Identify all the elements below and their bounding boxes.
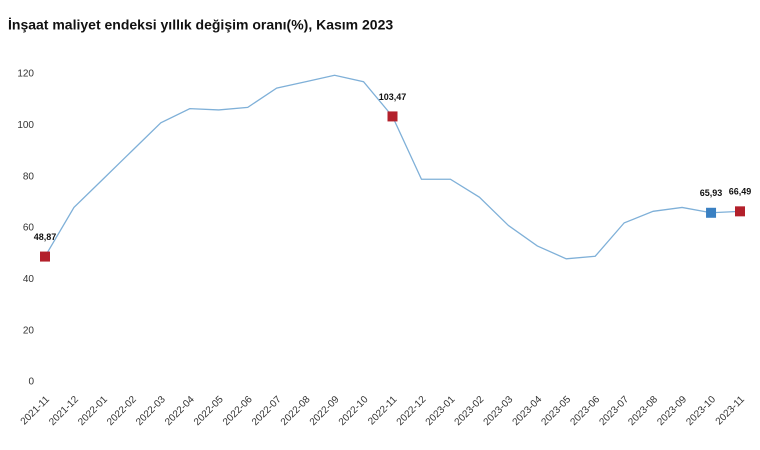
y-tick-label: 80: [23, 171, 35, 182]
x-tick-label: 2022-11: [366, 394, 400, 428]
x-tick-label: 2022-04: [163, 394, 197, 428]
value-label: 66,49: [729, 187, 752, 197]
x-tick-label: 2022-08: [279, 394, 313, 428]
point-marker: [706, 207, 717, 218]
x-tick-label: 2023-03: [482, 394, 516, 428]
x-tick-label: 2022-01: [76, 394, 110, 428]
y-tick-label: 60: [23, 223, 35, 234]
x-tick-label: 2022-02: [105, 394, 139, 428]
x-tick-label: 2021-11: [19, 394, 53, 428]
point-marker: [40, 251, 50, 262]
chart-title: İnşaat maliyet endeksi yıllık değişim or…: [8, 17, 393, 33]
value-label: 103,47: [379, 92, 407, 102]
x-tick-label: 2023-01: [424, 394, 458, 428]
value-label: 65,93: [700, 188, 723, 198]
y-tick-label: 120: [17, 69, 34, 80]
x-tick-label: 2023-08: [626, 394, 660, 428]
x-tick-label: 2023-04: [511, 394, 545, 428]
point-marker: [735, 206, 745, 217]
x-tick-label: 2023-09: [655, 394, 689, 428]
x-tick-label: 2022-10: [337, 394, 371, 428]
value-label: 48,87: [34, 232, 57, 242]
y-tick-label: 20: [23, 325, 35, 336]
y-tick-label: 0: [28, 377, 34, 388]
x-tick-label: 2023-06: [568, 394, 602, 428]
y-tick-label: 40: [23, 274, 35, 285]
x-tick-label: 2022-05: [192, 394, 226, 428]
series-line: [44, 74, 741, 260]
x-tick-label: 2022-12: [395, 394, 429, 428]
x-tick-label: 2023-02: [453, 394, 487, 428]
x-tick-label: 2023-11: [714, 394, 748, 428]
x-tick-label: 2021-12: [47, 394, 81, 428]
x-tick-label: 2022-07: [250, 394, 284, 428]
point-marker: [387, 111, 398, 122]
x-tick-label: 2022-09: [308, 394, 342, 428]
y-tick-label: 100: [17, 120, 34, 131]
x-tick-label: 2022-03: [134, 394, 168, 428]
x-tick-label: 2023-05: [540, 394, 574, 428]
x-tick-label: 2022-06: [221, 394, 255, 428]
x-tick-label: 2023-07: [597, 394, 631, 428]
x-tick-label: 2023-10: [684, 394, 718, 428]
